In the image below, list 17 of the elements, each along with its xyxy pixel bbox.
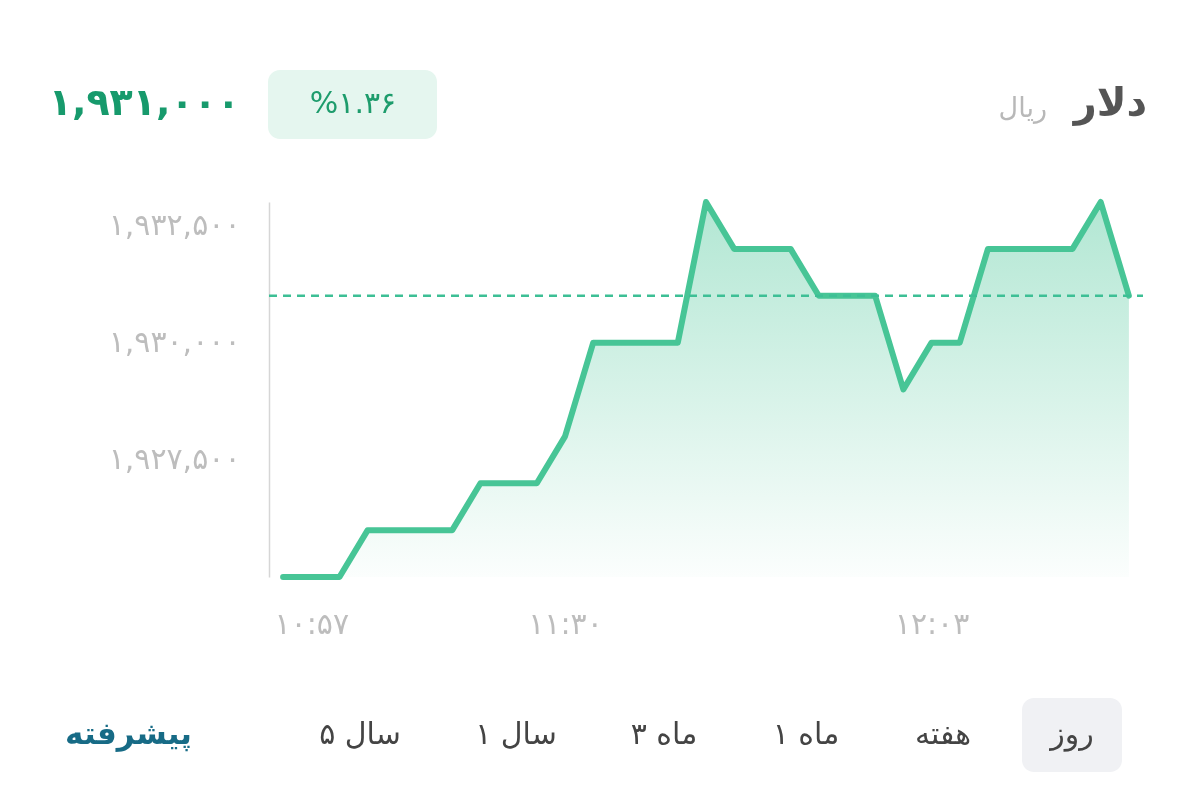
text: ۱ ماه [772, 716, 840, 751]
text: ۱ سال [475, 716, 557, 751]
y-tick-label: ۱,۹۲۷,۵۰۰ [108, 441, 241, 477]
y-tick-label: ۱,۹۳۲,۵۰۰ [108, 206, 241, 242]
chart-subtitle: ریال [998, 92, 1047, 124]
text: روز [1048, 716, 1094, 752]
y-tick-label: ۱,۹۳۰,۰۰۰ [108, 324, 241, 360]
text: ۵ سال [319, 716, 401, 751]
x-tick-label: ۱۰:۵۷ [274, 605, 350, 641]
x-tick-label: ۱۱:۳۰ [528, 605, 603, 641]
text: %۱.۳۶ [309, 85, 397, 120]
text: پیشرفته [65, 715, 192, 752]
chart-title: دلار [1071, 79, 1147, 126]
text: هفته [914, 716, 972, 751]
x-tick-label: ۱۲:۰۳ [894, 605, 970, 641]
text: ۳ ماه [630, 716, 698, 751]
text: ۱,۹۳۱,۰۰۰ [48, 80, 240, 124]
